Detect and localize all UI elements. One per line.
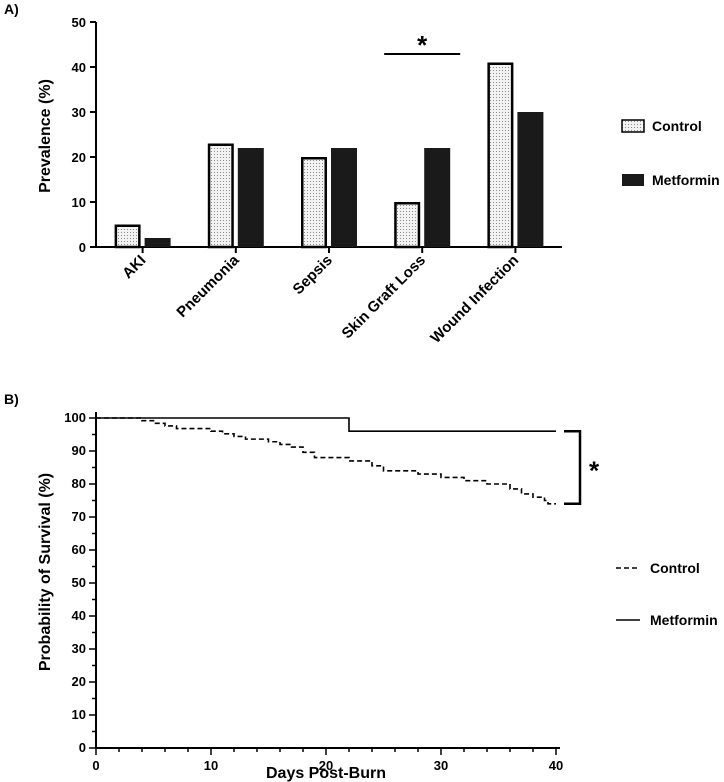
bar-metformin-aki bbox=[144, 238, 171, 247]
legend-b: Control Metformin bbox=[616, 560, 718, 628]
y-tick-label-a-40: 40 bbox=[72, 60, 86, 75]
bar-control-pneumonia bbox=[207, 143, 234, 249]
bar-metformin-pneumonia bbox=[237, 148, 264, 247]
significance-star-b: * bbox=[589, 456, 600, 486]
legend-label-b-control: Control bbox=[650, 560, 700, 576]
y-tick-label-b-90: 90 bbox=[72, 443, 86, 458]
x-tick-label-sepsis: Sepsis bbox=[290, 252, 336, 298]
panel-b-label: B) bbox=[4, 391, 19, 407]
legend-a: Control Metformin bbox=[621, 118, 720, 188]
x-tick-label-aki: AKI bbox=[119, 252, 149, 282]
x-tick-label-b-40: 40 bbox=[549, 758, 563, 773]
y-tick-label-b-20: 20 bbox=[72, 674, 86, 689]
legend-swatch-metformin bbox=[622, 174, 644, 186]
y-tick-label-b-100: 100 bbox=[64, 410, 86, 425]
panel-a-label: A) bbox=[4, 1, 19, 17]
bar-control-skin-graft-loss bbox=[394, 202, 421, 249]
x-tick-label-b-20: 20 bbox=[319, 758, 333, 773]
y-tick-label-b-0: 0 bbox=[79, 740, 86, 755]
x-tick-label-b-10: 10 bbox=[204, 758, 218, 773]
x-tick-label-wound-infection: Wound Infection bbox=[427, 252, 522, 347]
x-tick-label-b-0: 0 bbox=[92, 758, 99, 773]
legend-label-control: Control bbox=[652, 118, 702, 134]
y-tick-label-b-70: 70 bbox=[72, 509, 86, 524]
significance-star-a: * bbox=[417, 30, 428, 60]
y-tick-label-b-60: 60 bbox=[72, 542, 86, 557]
bar-control-sepsis bbox=[301, 157, 327, 249]
survival-lines: * bbox=[96, 417, 600, 506]
bar-metformin-wound-infection bbox=[517, 112, 544, 247]
significance-bracket-b bbox=[564, 429, 582, 506]
legend-label-b-metformin: Metformin bbox=[650, 612, 718, 628]
y-tick-label-b-50: 50 bbox=[72, 575, 86, 590]
bar-control-aki bbox=[114, 224, 141, 249]
survival-line-metformin bbox=[96, 417, 556, 432]
y-axis-label-b: Probability of Survival (%) bbox=[37, 473, 54, 671]
y-tick-label-a-20: 20 bbox=[72, 150, 86, 165]
y-tick-label-b-40: 40 bbox=[72, 608, 86, 623]
x-tick-label-pneumonia: Pneumonia bbox=[173, 251, 243, 321]
survival-chart: Probability of Survival (%) Days Post-Bu… bbox=[37, 410, 718, 782]
bar-control-wound-infection bbox=[487, 62, 514, 249]
x-axis-label-b: Days Post-Burn bbox=[266, 765, 386, 782]
x-tick-label-b-30: 30 bbox=[434, 758, 448, 773]
y-tick-label-a-0: 0 bbox=[79, 240, 86, 255]
y-tick-label-b-10: 10 bbox=[72, 707, 86, 722]
y-axis-label-a: Prevalence (%) bbox=[37, 79, 54, 193]
bar-metformin-sepsis bbox=[331, 148, 357, 247]
axes-b: 0 10 20 30 40 50 60 70 80 90 100 0 10 20 30 40 bbox=[64, 410, 563, 773]
survival-line-control bbox=[96, 417, 556, 505]
bar-metformin-skin-graft-loss bbox=[424, 148, 451, 247]
y-tick-label-b-80: 80 bbox=[72, 476, 86, 491]
bar-chart-prevalence: Prevalence (%) 0 10 20 30 40 50 AKI Pneumonia Se… bbox=[37, 15, 720, 347]
y-tick-label-a-10: 10 bbox=[72, 195, 86, 210]
y-tick-label-b-30: 30 bbox=[72, 641, 86, 656]
bars-a: * bbox=[114, 30, 544, 249]
y-tick-label-a-30: 30 bbox=[72, 105, 86, 120]
x-tick-label-skin-graft-loss: Skin Graft Loss bbox=[339, 252, 429, 342]
legend-label-metformin: Metformin bbox=[652, 172, 720, 188]
legend-swatch-control bbox=[621, 119, 645, 133]
y-tick-label-a-50: 50 bbox=[72, 15, 86, 30]
